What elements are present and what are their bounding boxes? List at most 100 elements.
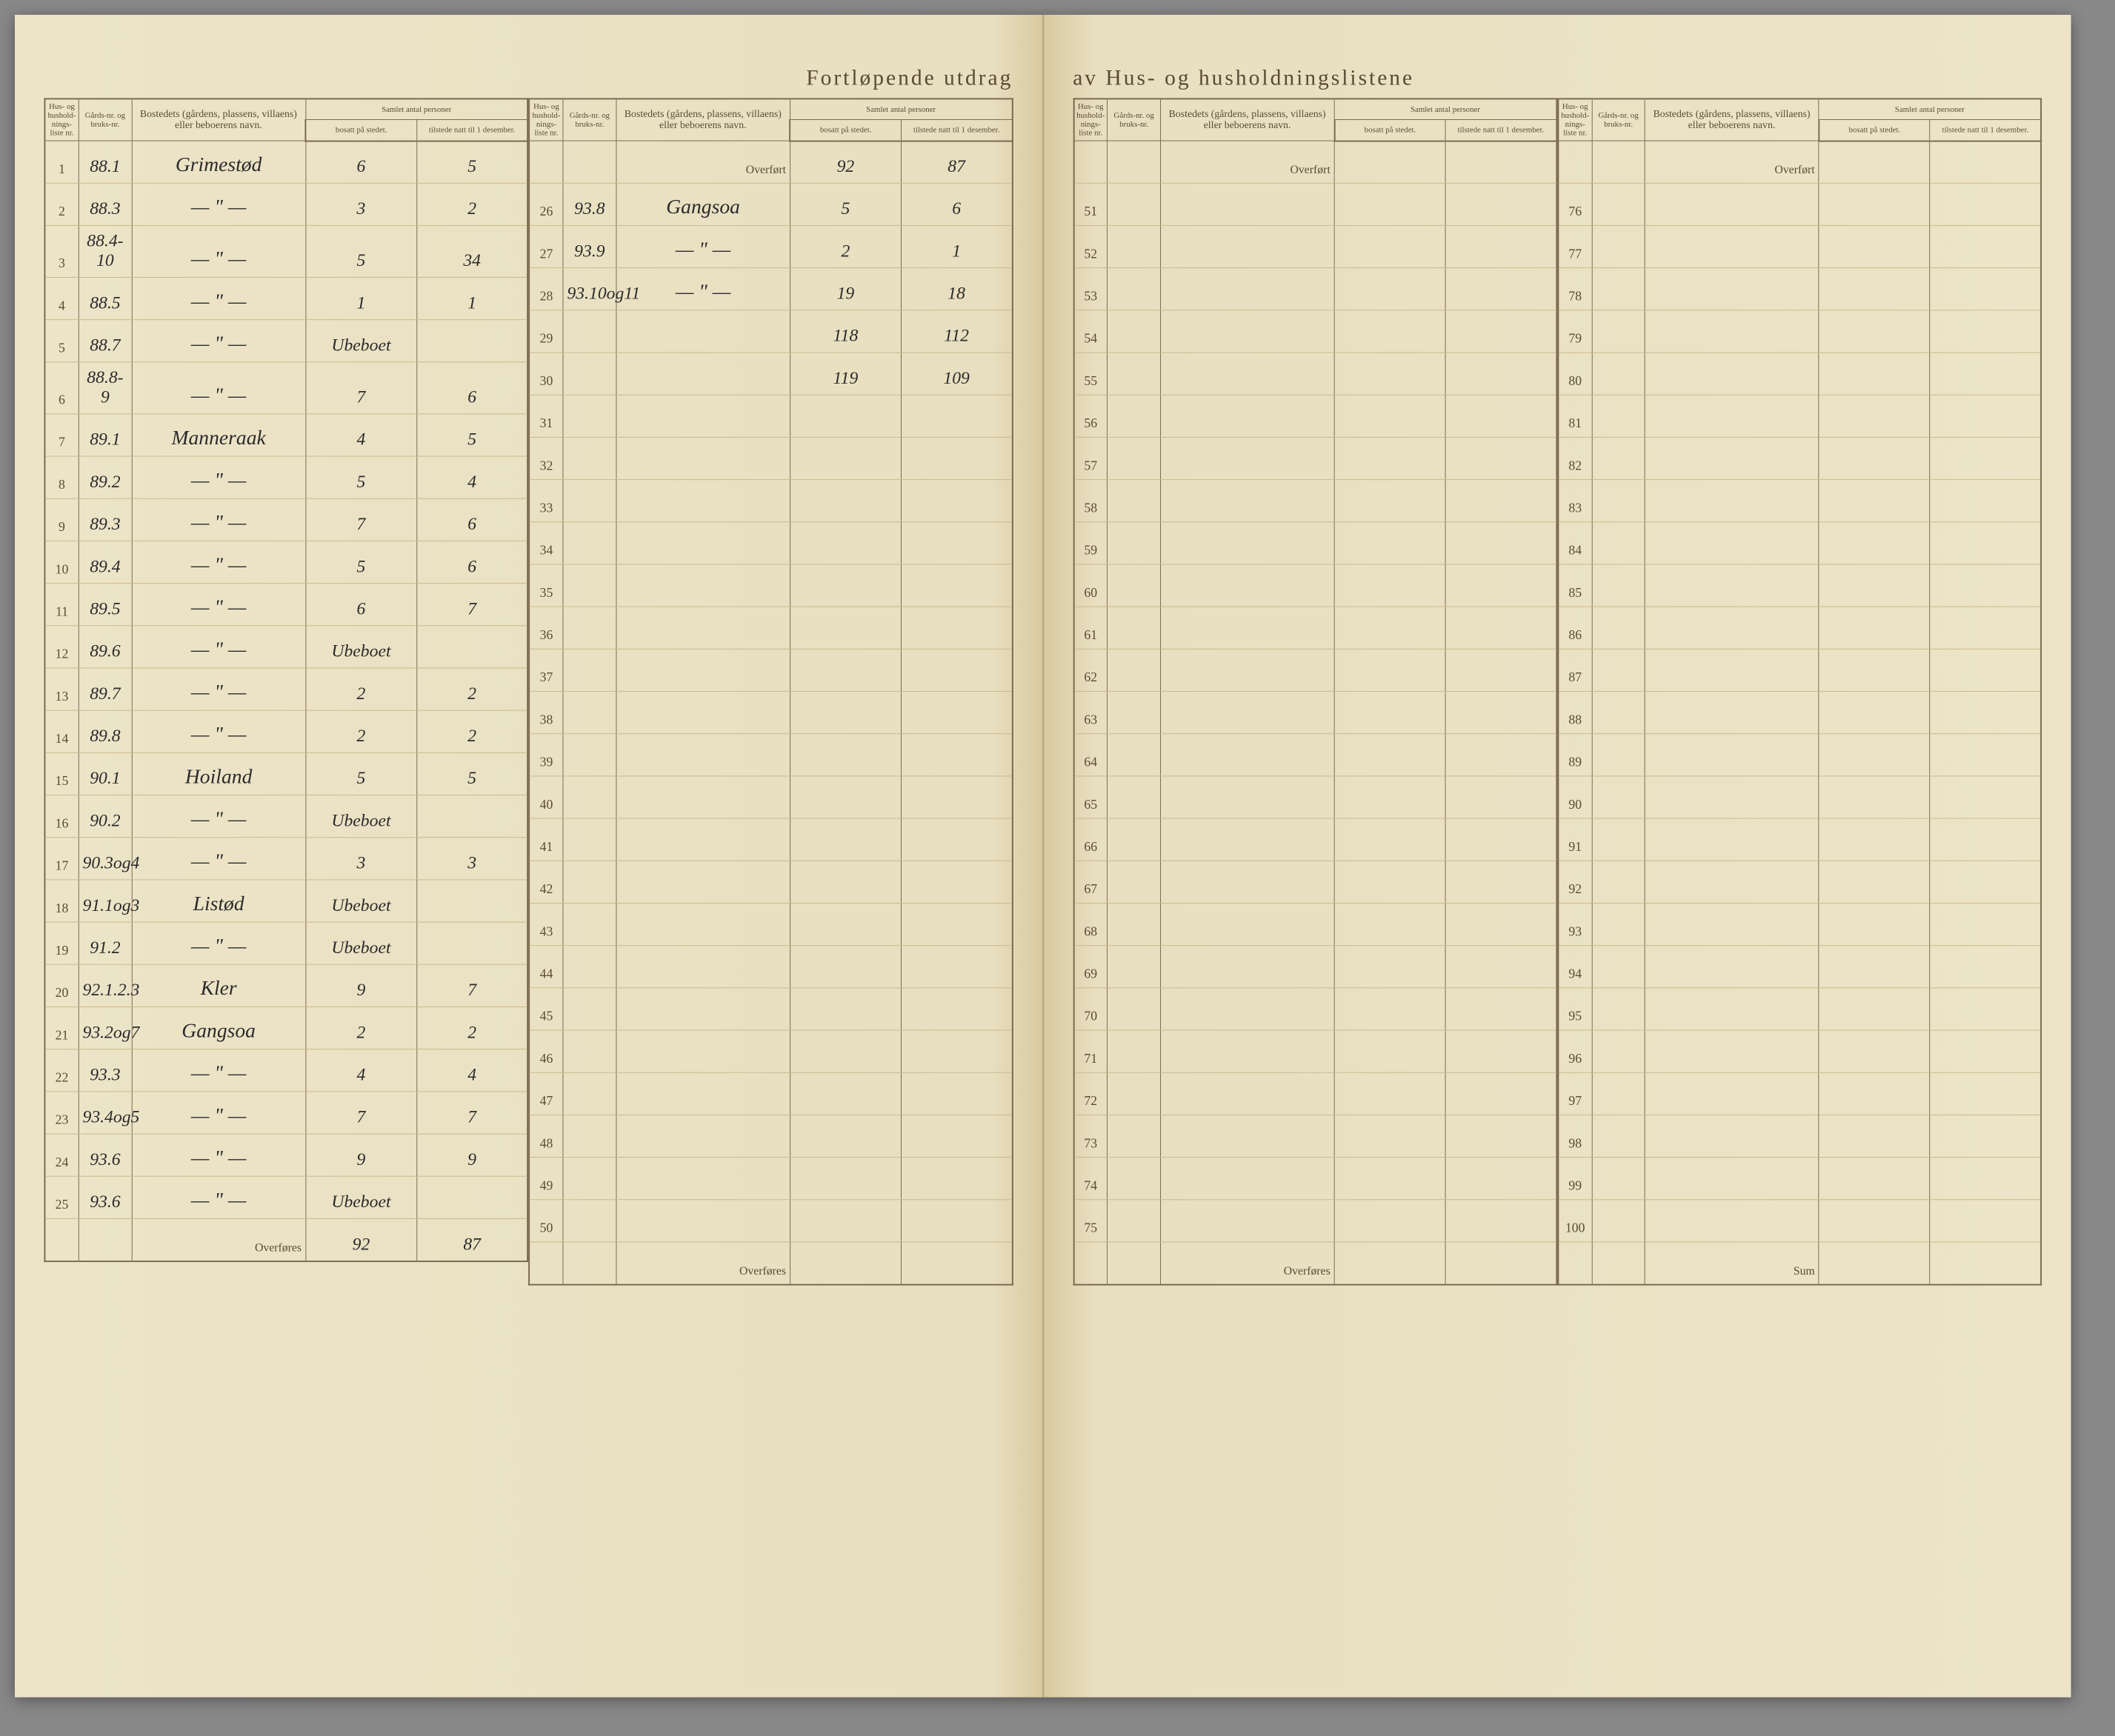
table-row: 30119109	[529, 353, 1012, 395]
columns-left: Hus- og hushold-nings-liste nr. Gårds-nr…	[44, 98, 1013, 1285]
cell-bosted	[1645, 607, 1819, 650]
cell-nr: 6	[44, 362, 79, 414]
cell-bosted: Listød	[132, 880, 306, 922]
cell-gnr	[1108, 904, 1161, 946]
cell-gnr	[563, 395, 616, 438]
cell-bosatt	[1819, 1158, 1930, 1200]
overfores-label: Overføres	[616, 1242, 790, 1284]
cell-nr: 33	[529, 480, 563, 522]
cell-bosted	[1161, 268, 1335, 310]
cell-gnr: 90.3og4	[79, 838, 132, 880]
cell-bosatt	[1334, 734, 1445, 776]
cell-gnr: 93.10og11	[563, 268, 616, 310]
cell-tilstede	[1445, 226, 1556, 268]
cell-gnr	[1108, 268, 1161, 310]
cell-bosted: Manneraak	[132, 414, 306, 456]
cell-tilstede	[901, 564, 1012, 607]
table-row: 34	[529, 522, 1012, 564]
cell-gnr	[1108, 184, 1161, 226]
cell-gnr	[1592, 776, 1645, 818]
table-row: 88	[1558, 692, 2041, 734]
cell-bosted	[616, 395, 790, 438]
table-row: 2793.9— " —21	[529, 226, 1012, 268]
hdr-nr: Hus- og hushold-nings-liste nr.	[44, 99, 79, 141]
cell-nr: 75	[1073, 1200, 1108, 1242]
overfores-row: Overføres	[1073, 1242, 1556, 1284]
table-row: 31	[529, 395, 1012, 438]
cell-nr: 99	[1558, 1158, 1592, 1200]
cell-gnr	[563, 1115, 616, 1158]
table-row: 61	[1073, 607, 1556, 650]
cell-gnr: 89.6	[79, 626, 132, 668]
cell-gnr	[1108, 988, 1161, 1030]
cell-gnr	[1108, 607, 1161, 650]
cell-gnr	[563, 904, 616, 946]
overfort-row: Overført 92 87	[529, 141, 1012, 183]
cell-nr: 44	[529, 946, 563, 988]
cell-bosted	[616, 564, 790, 607]
hdr-samlet: Samlet antal personer	[305, 99, 527, 120]
overfort-label: Overført	[1645, 141, 1819, 183]
cell-bosted	[616, 607, 790, 650]
cell-nr: 21	[44, 1007, 79, 1049]
table-row: 58	[1073, 480, 1556, 522]
cell-bosatt: Ubeboet	[305, 922, 416, 964]
cell-bosatt: 119	[790, 353, 901, 395]
cell-gnr: 88.3	[79, 184, 132, 226]
overfort-row: Overført	[1073, 141, 1556, 183]
cell-bosted: — " —	[132, 838, 306, 880]
hdr-bosatt: bosatt på stedet.	[305, 120, 416, 141]
cell-nr: 91	[1558, 818, 1592, 861]
table-row: 76	[1558, 184, 2041, 226]
cell-tilstede: 5	[416, 753, 527, 795]
header: Hus- og hushold-nings-liste nr. Gårds-nr…	[1558, 99, 2041, 141]
table-row: 1891.1og3ListødUbeboet	[44, 880, 527, 922]
cell-nr: 49	[529, 1158, 563, 1200]
cell-bosted	[1645, 1073, 1819, 1115]
cell-gnr	[563, 353, 616, 395]
cell-bosted	[1645, 946, 1819, 988]
table-row: 99	[1558, 1158, 2041, 1200]
cell-gnr	[1592, 226, 1645, 268]
cell-nr: 92	[1558, 861, 1592, 904]
cell-tilstede	[901, 480, 1012, 522]
table-row: 95	[1558, 988, 2041, 1030]
cell-gnr	[563, 1158, 616, 1200]
cell-gnr	[1108, 1158, 1161, 1200]
cell-gnr	[1108, 480, 1161, 522]
cell-bosatt	[790, 861, 901, 904]
table-row: 588.7— " —Ubeboet	[44, 320, 527, 362]
cell-bosted: — " —	[132, 184, 306, 226]
cell-tilstede	[1445, 734, 1556, 776]
cell-bosted	[1161, 1073, 1335, 1115]
column-1: Hus- og hushold-nings-liste nr. Gårds-nr…	[44, 98, 528, 1285]
cell-nr: 66	[1073, 818, 1108, 861]
cell-tilstede	[901, 1158, 1012, 1200]
cell-bosted: — " —	[132, 626, 306, 668]
cell-nr: 57	[1073, 438, 1108, 480]
table-row: 1289.6— " —Ubeboet	[44, 626, 527, 668]
cell-gnr	[1108, 310, 1161, 353]
cell-bosatt: 3	[305, 838, 416, 880]
table-row: 91	[1558, 818, 2041, 861]
cell-bosted	[1161, 395, 1335, 438]
cell-tilstede	[1930, 692, 2041, 734]
cell-tilstede: 7	[416, 1092, 527, 1134]
cell-bosted	[1161, 904, 1335, 946]
table-row: 388.4-10— " —534	[44, 226, 527, 278]
cell-nr: 58	[1073, 480, 1108, 522]
cell-gnr	[563, 564, 616, 607]
cell-bosatt	[790, 395, 901, 438]
hdr-bosted: Bostedets (gårdens, plassens, villaens) …	[1161, 99, 1335, 141]
columns-right: Hus- og hushold-nings-liste nr. Gårds-nr…	[1073, 98, 2042, 1285]
cell-bosatt	[1334, 1115, 1445, 1158]
cell-bosatt: 2	[305, 668, 416, 710]
cell-tilstede	[901, 734, 1012, 776]
cell-bosatt	[1819, 268, 1930, 310]
table-row: 2092.1.2.3Kler97	[44, 965, 527, 1007]
cell-tilstede	[1930, 268, 2041, 310]
cell-nr: 53	[1073, 268, 1108, 310]
table-row: 688.8-9— " —76	[44, 362, 527, 414]
cell-gnr: 89.2	[79, 456, 132, 498]
cell-bosatt	[1334, 353, 1445, 395]
